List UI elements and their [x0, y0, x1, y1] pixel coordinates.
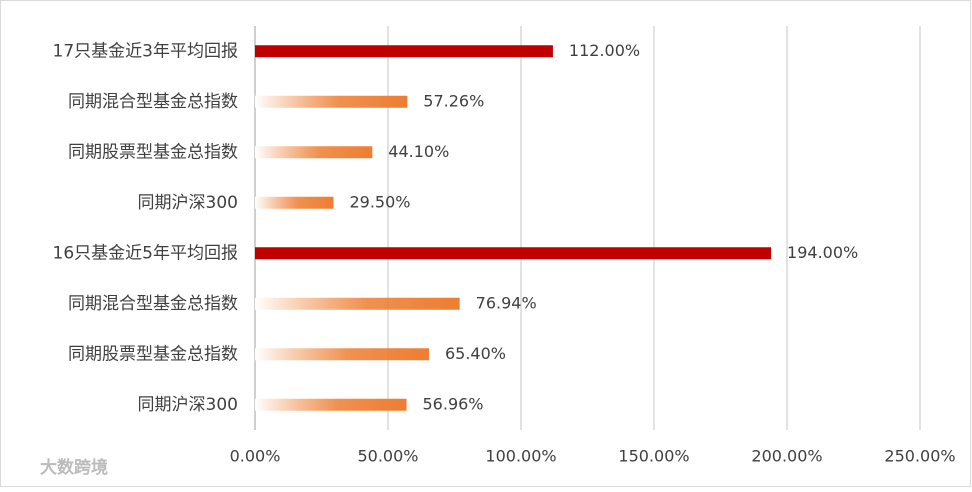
y-tick-label: 同期混合型基金总指数	[68, 92, 238, 112]
bar	[255, 146, 373, 159]
bar	[255, 45, 553, 58]
y-tick-label: 16只基金近5年平均回报	[53, 243, 238, 263]
value-label: 112.00%	[569, 41, 640, 60]
value-label: 56.96%	[423, 394, 484, 413]
value-label: 65.40%	[445, 344, 506, 363]
bar	[255, 247, 772, 260]
y-tick-label: 同期混合型基金总指数	[68, 294, 238, 314]
y-tick-label: 17只基金近3年平均回报	[53, 41, 238, 61]
y-tick-label: 同期沪深300	[138, 193, 238, 213]
y-tick-label: 同期股票型基金总指数	[68, 344, 238, 364]
x-tick-label: 250.00%	[884, 447, 955, 466]
value-label: 57.26%	[423, 91, 484, 110]
watermark: 大数跨境	[40, 457, 108, 478]
value-label: 76.94%	[476, 293, 537, 312]
x-tick-label: 150.00%	[618, 447, 689, 466]
bar	[255, 348, 429, 361]
bar	[255, 398, 407, 411]
bar	[255, 297, 460, 310]
value-label: 44.10%	[388, 142, 449, 161]
x-tick-label: 200.00%	[751, 447, 822, 466]
value-label: 29.50%	[349, 192, 410, 211]
bar	[255, 196, 334, 209]
bar	[255, 95, 408, 108]
x-tick-label: 50.00%	[357, 447, 418, 466]
x-tick-label: 100.00%	[485, 447, 556, 466]
value-label: 194.00%	[787, 243, 858, 262]
y-tick-label: 同期股票型基金总指数	[68, 142, 238, 162]
x-tick-label: 0.00%	[230, 447, 281, 466]
y-tick-label: 同期沪深300	[138, 395, 238, 415]
